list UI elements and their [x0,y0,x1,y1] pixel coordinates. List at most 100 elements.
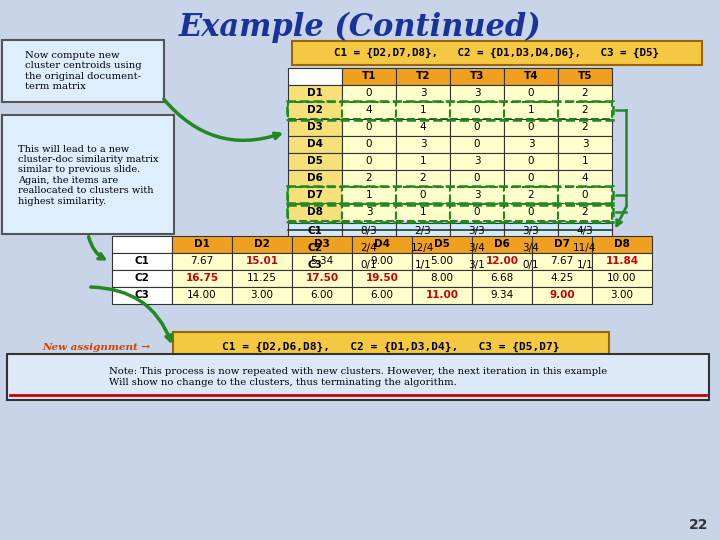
FancyBboxPatch shape [504,102,558,118]
Text: 5.00: 5.00 [431,256,454,266]
Text: 3/1: 3/1 [469,260,485,270]
FancyBboxPatch shape [396,84,450,102]
Text: 16.75: 16.75 [186,273,219,283]
FancyBboxPatch shape [558,118,612,136]
FancyBboxPatch shape [450,84,504,102]
FancyBboxPatch shape [288,186,342,204]
FancyBboxPatch shape [396,240,450,256]
FancyBboxPatch shape [172,253,232,269]
Text: D7: D7 [307,190,323,200]
FancyBboxPatch shape [592,253,652,269]
Text: 6.00: 6.00 [371,290,394,300]
Text: 3: 3 [420,88,426,98]
Text: 3/4: 3/4 [469,243,485,253]
Text: D2: D2 [254,239,270,249]
FancyBboxPatch shape [558,84,612,102]
FancyBboxPatch shape [450,136,504,152]
Text: 0: 0 [528,207,534,217]
FancyBboxPatch shape [342,204,396,220]
FancyBboxPatch shape [288,136,342,152]
Text: 6.68: 6.68 [490,273,513,283]
Text: 0: 0 [582,190,588,200]
FancyBboxPatch shape [504,256,558,273]
Text: 8.00: 8.00 [431,273,454,283]
FancyBboxPatch shape [558,240,612,256]
Text: 0: 0 [474,139,480,149]
FancyBboxPatch shape [288,84,342,102]
Text: 1: 1 [420,207,426,217]
Text: 0/1: 0/1 [523,260,539,270]
Text: 3: 3 [474,88,480,98]
FancyBboxPatch shape [342,152,396,170]
FancyBboxPatch shape [396,222,450,240]
FancyBboxPatch shape [292,41,702,65]
FancyBboxPatch shape [450,186,504,204]
FancyBboxPatch shape [112,253,172,269]
Text: 0: 0 [474,207,480,217]
Text: T4: T4 [523,71,539,81]
Text: 0: 0 [366,156,372,166]
Text: D4: D4 [374,239,390,249]
FancyBboxPatch shape [504,240,558,256]
Text: 1: 1 [420,156,426,166]
FancyBboxPatch shape [396,256,450,273]
FancyBboxPatch shape [450,204,504,220]
FancyBboxPatch shape [558,222,612,240]
Text: 3: 3 [474,156,480,166]
Text: 1: 1 [366,190,372,200]
Text: 9.00: 9.00 [371,256,394,266]
FancyBboxPatch shape [504,186,558,204]
FancyBboxPatch shape [342,240,396,256]
Text: T3: T3 [469,71,485,81]
Text: 2: 2 [582,105,588,115]
FancyBboxPatch shape [232,269,292,287]
Text: D3: D3 [314,239,330,249]
FancyBboxPatch shape [396,186,450,204]
FancyBboxPatch shape [288,68,342,84]
FancyBboxPatch shape [558,102,612,118]
Text: 3.00: 3.00 [611,290,634,300]
FancyBboxPatch shape [288,240,342,256]
FancyBboxPatch shape [112,269,172,287]
Text: 6.00: 6.00 [310,290,333,300]
Text: 3: 3 [582,139,588,149]
Text: 11.25: 11.25 [247,273,277,283]
Text: 11.84: 11.84 [606,256,639,266]
FancyBboxPatch shape [450,152,504,170]
Text: 10.00: 10.00 [607,273,636,283]
FancyBboxPatch shape [342,102,396,118]
Text: 9.34: 9.34 [490,290,513,300]
FancyBboxPatch shape [396,170,450,186]
FancyBboxPatch shape [592,269,652,287]
Text: 3/3: 3/3 [523,226,539,236]
FancyBboxPatch shape [472,287,532,303]
Text: 0: 0 [366,88,372,98]
Text: 12.00: 12.00 [485,256,518,266]
Text: 3/3: 3/3 [469,226,485,236]
FancyBboxPatch shape [288,102,342,118]
FancyBboxPatch shape [450,68,504,84]
Text: 0: 0 [528,88,534,98]
FancyBboxPatch shape [352,269,412,287]
FancyBboxPatch shape [342,118,396,136]
FancyBboxPatch shape [450,222,504,240]
FancyBboxPatch shape [342,222,396,240]
Text: 0: 0 [474,173,480,183]
Text: 19.50: 19.50 [366,273,398,283]
Text: 8/3: 8/3 [361,226,377,236]
FancyBboxPatch shape [288,256,342,273]
Text: 15.01: 15.01 [246,256,279,266]
Text: C2: C2 [307,243,323,253]
Text: 0: 0 [528,173,534,183]
Text: 0: 0 [366,122,372,132]
FancyBboxPatch shape [504,84,558,102]
Text: Example (Continued): Example (Continued) [179,11,541,43]
FancyBboxPatch shape [7,354,709,400]
Text: C1 = {D2,D7,D8},   C2 = {D1,D3,D4,D6},   C3 = {D5}: C1 = {D2,D7,D8}, C2 = {D1,D3,D4,D6}, C3 … [335,48,660,58]
Text: 7.67: 7.67 [190,256,214,266]
Text: 3: 3 [420,139,426,149]
FancyBboxPatch shape [558,256,612,273]
FancyBboxPatch shape [292,287,352,303]
FancyBboxPatch shape [412,269,472,287]
Text: 7.67: 7.67 [550,256,574,266]
